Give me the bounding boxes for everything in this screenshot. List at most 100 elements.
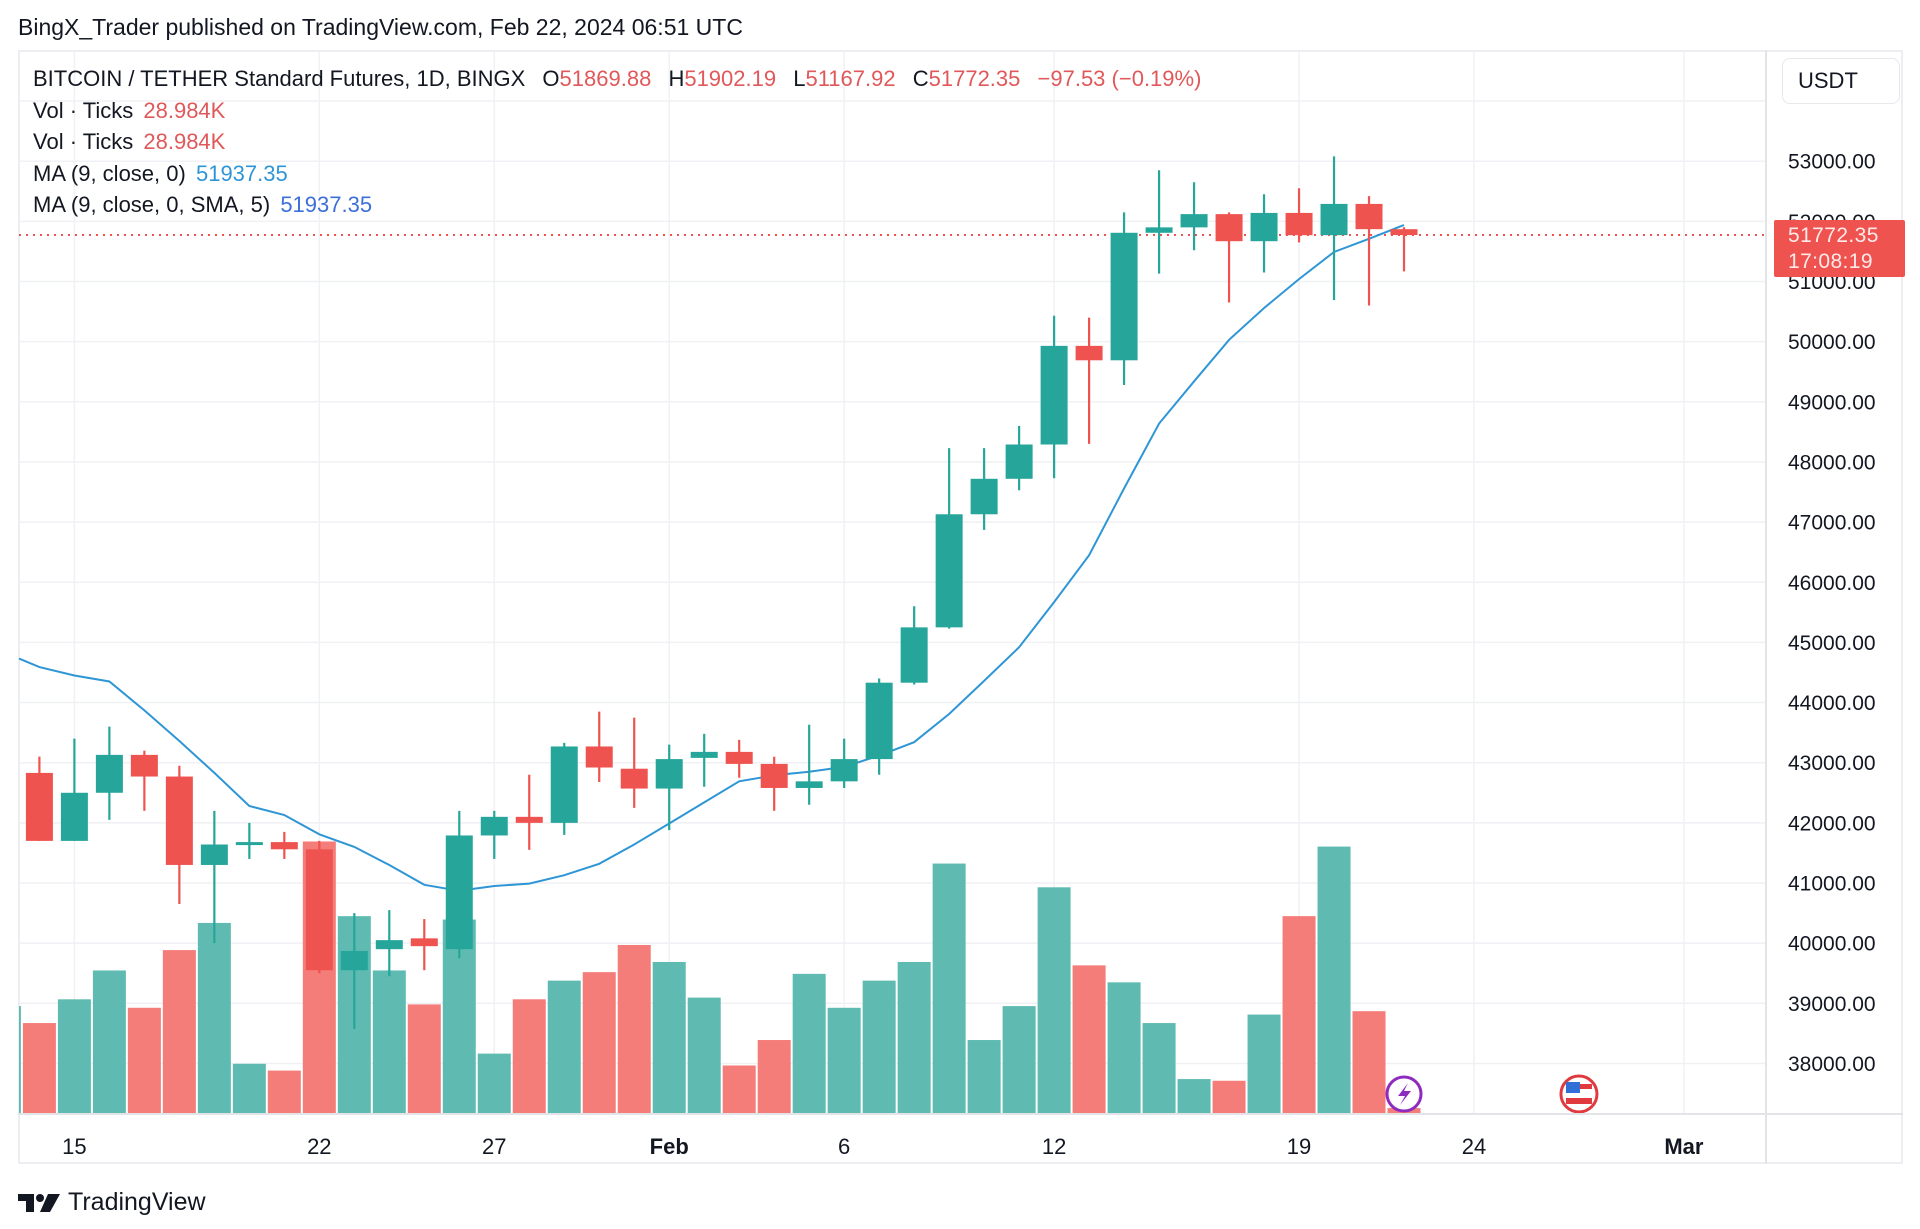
- candle: [95, 726, 123, 820]
- last-price-value: 51772.35: [1788, 224, 1879, 247]
- candle-body: [200, 844, 228, 865]
- price-tick-label: 45000.00: [1788, 632, 1876, 655]
- volume-bar: [267, 1070, 301, 1113]
- candle-body: [725, 751, 753, 764]
- symbol-title[interactable]: BITCOIN / TETHER Standard Futures, 1D, B…: [33, 66, 526, 91]
- ohlc-close: C51772.35: [912, 66, 1021, 91]
- close-value: 51772.35: [928, 66, 1021, 91]
- ohlc-low: L51167.92: [793, 66, 896, 91]
- volume-bar: [967, 1040, 1001, 1113]
- volume-bar: [1247, 1014, 1281, 1113]
- price-tick-label: 47000.00: [1788, 512, 1876, 535]
- price-tick-label: 44000.00: [1788, 692, 1876, 715]
- candle-body: [655, 759, 683, 789]
- volume-bar: [407, 1004, 441, 1113]
- time-axis: 15 22 27 Feb 6 12 19 24 Mar: [62, 1134, 1704, 1159]
- candle: [200, 810, 228, 944]
- candle-body: [795, 781, 823, 788]
- legend-symbol-row: BITCOIN / TETHER Standard Futures, 1D, B…: [33, 63, 1201, 95]
- candle: [25, 756, 53, 841]
- candle: [1040, 315, 1068, 479]
- volume-bar: [617, 944, 651, 1113]
- ma-sma-indicator-name: MA (9, close, 0, SMA, 5): [33, 192, 271, 217]
- volume-indicator-value: 28.984K: [143, 129, 226, 154]
- volume-indicator-name: Vol · Ticks: [33, 129, 134, 154]
- chart-frame: [18, 50, 1903, 1164]
- open-value: 51869.88: [559, 66, 652, 91]
- tradingview-logo[interactable]: TradingView: [18, 1188, 206, 1217]
- currency-selector[interactable]: USDT: [1782, 58, 1900, 104]
- price-tick-label: 46000.00: [1788, 572, 1876, 595]
- price-axis: 53000.0052000.0051000.0050000.0049000.00…: [1788, 151, 1876, 1076]
- legend-ma-1[interactable]: MA (9, close, 0) 51937.35: [33, 158, 1201, 190]
- candle: [585, 711, 613, 782]
- legend-volume-2[interactable]: Vol · Ticks 28.984K: [33, 126, 1201, 158]
- us-flag-icon[interactable]: [1559, 1074, 1599, 1114]
- volume-bar: [1282, 916, 1316, 1113]
- time-tick-label: 27: [482, 1134, 506, 1159]
- flag-canton: [1565, 1082, 1580, 1093]
- volume-bar: [92, 970, 126, 1113]
- time-tick-label: Mar: [1664, 1134, 1704, 1159]
- candle: [1355, 196, 1383, 306]
- candle-body: [970, 478, 998, 515]
- price-tick-label: 50000.00: [1788, 331, 1876, 354]
- volume-indicator-name: Vol · Ticks: [33, 97, 134, 123]
- candle-body: [95, 754, 123, 793]
- time-tick-label: 12: [1042, 1134, 1066, 1159]
- candle: [60, 738, 88, 841]
- candle: [690, 733, 718, 787]
- volume-bar: [232, 1063, 266, 1113]
- legend-volume-1[interactable]: Vol · Ticks 28.984K: [33, 95, 1201, 127]
- candle-body: [480, 816, 508, 836]
- event-markers: [1385, 1074, 1599, 1114]
- candle-body: [1180, 214, 1208, 228]
- lightning-icon[interactable]: [1385, 1075, 1423, 1113]
- candle: [375, 910, 403, 977]
- candle-body: [935, 514, 963, 628]
- candle-body: [830, 759, 858, 782]
- volume-bar: [477, 1053, 511, 1113]
- candle-body: [550, 746, 578, 823]
- candle-body: [375, 940, 403, 950]
- candle: [1145, 170, 1173, 274]
- price-tick-label: 43000.00: [1788, 752, 1876, 775]
- time-tick-label: 19: [1287, 1134, 1311, 1159]
- candle-body: [760, 763, 788, 788]
- volume-indicator-value: 28.984K: [143, 97, 226, 123]
- ma-indicator-value: 51937.35: [195, 160, 288, 186]
- price-tick-label: 49000.00: [1788, 391, 1876, 414]
- candle: [1110, 212, 1138, 385]
- legend-ma-2[interactable]: MA (9, close, 0, SMA, 5) 51937.35: [33, 189, 1201, 221]
- price-tick-label: 40000.00: [1788, 933, 1876, 956]
- candle-body: [130, 754, 158, 777]
- candles: [25, 156, 1418, 1030]
- candle-body: [1285, 212, 1313, 236]
- flag-stripe: [1565, 1091, 1592, 1096]
- price-tick-label: 48000.00: [1788, 451, 1876, 474]
- volume-bar: [1177, 1079, 1211, 1113]
- volume-bar: [1317, 846, 1351, 1113]
- candle-body: [1075, 345, 1103, 361]
- candle: [480, 810, 508, 859]
- flag-stripe: [1565, 1098, 1592, 1104]
- high-value: 51902.19: [684, 66, 777, 91]
- candle-body: [25, 772, 53, 841]
- candle: [305, 840, 333, 974]
- candle: [795, 724, 823, 805]
- candle: [515, 774, 543, 850]
- volume-bar: [372, 970, 406, 1113]
- ma-sma-indicator-value: 51937.35: [280, 192, 373, 217]
- price-tick-label: 41000.00: [1788, 873, 1876, 896]
- price-tick-label: 39000.00: [1788, 993, 1876, 1016]
- candle: [1285, 188, 1313, 243]
- candle-body: [410, 938, 438, 947]
- candle-body: [235, 842, 263, 846]
- ma-indicator-name: MA (9, close, 0): [33, 160, 186, 186]
- candle: [1005, 425, 1033, 491]
- candle: [550, 742, 578, 835]
- volume-bar: [652, 961, 686, 1113]
- candle: [165, 765, 193, 905]
- candle-body: [1390, 229, 1418, 236]
